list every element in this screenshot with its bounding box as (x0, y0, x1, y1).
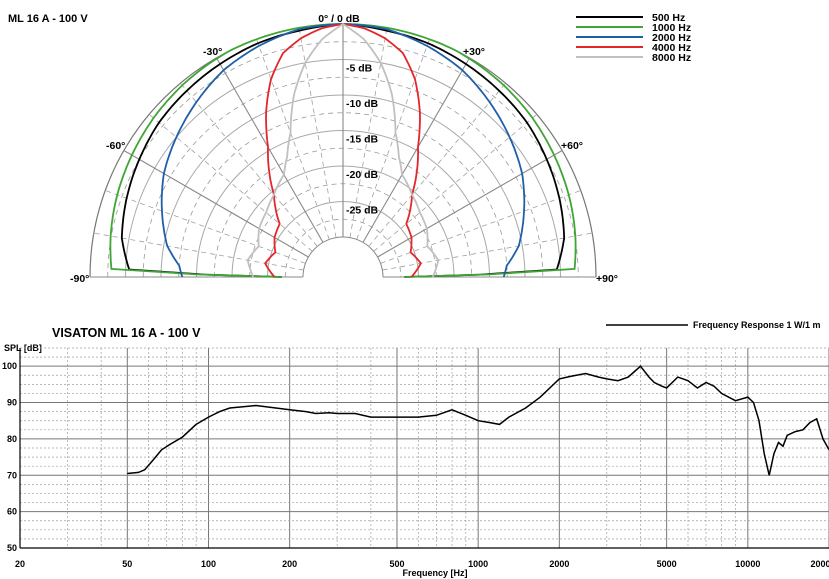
fr-x-tick-label: 100 (201, 559, 216, 569)
fr-x-tick-label: 500 (389, 559, 404, 569)
fr-grid (19, 347, 829, 549)
frequency-response-chart: VISATON ML 16 A - 100 V Frequency Respon… (2, 320, 829, 578)
angle-label-minus30: -30° (203, 46, 222, 58)
angle-label-plus90: +90° (596, 273, 618, 285)
fr-y-tick-label: 100 (2, 361, 17, 371)
angle-label-0: 0° / 0 dB (318, 13, 360, 25)
polar-chart: ML 16 A - 100 V 0° / 0 dB -30° +30° -60°… (8, 12, 691, 285)
fr-y-tick-label: 70 (7, 470, 17, 480)
polar-spoke (180, 82, 318, 247)
angle-label-minus60: -60° (106, 140, 125, 152)
fr-y-tick-label: 80 (7, 434, 17, 444)
fr-y-tick-label: 50 (7, 543, 17, 553)
legend-label-4000hz: 4000 Hz (652, 42, 691, 54)
polar-spoke (377, 150, 563, 258)
fr-x-tick-label: 10000 (735, 559, 760, 569)
radial-label-10db: -10 dB (346, 98, 379, 110)
legend-label-8000hz: 8000 Hz (652, 52, 691, 64)
angle-label-plus30: +30° (463, 46, 485, 58)
radial-label-15db: -15 dB (346, 134, 379, 146)
polar-spoke (216, 57, 324, 243)
angle-label-plus60: +60° (561, 140, 583, 152)
fr-x-tick-label: 200 (282, 559, 297, 569)
fr-x-tick-label: 2000 (549, 559, 569, 569)
radial-labels: -5 dB -10 dB -15 dB -20 dB -25 dB (346, 63, 379, 217)
fr-x-tick-label: 50 (122, 559, 132, 569)
polar-spoke (362, 57, 470, 243)
legend-label-500hz: 500 Hz (652, 12, 685, 24)
fr-y-tick-label: 90 (7, 398, 17, 408)
legend-label-2000hz: 2000 Hz (652, 32, 691, 44)
polar-series-group (109, 22, 577, 278)
fr-series-line (127, 365, 829, 476)
fr-x-tick-label: 1000 (468, 559, 488, 569)
fr-title: VISATON ML 16 A - 100 V (52, 326, 201, 340)
polar-grid (89, 23, 597, 278)
polar-ring (178, 112, 508, 278)
angle-label-minus90: -90° (70, 273, 89, 285)
fr-x-tick-label: 5000 (657, 559, 677, 569)
polar-spoke (123, 150, 309, 258)
fr-xlabel: Frequency [Hz] (402, 568, 467, 578)
radial-label-25db: -25 dB (346, 205, 379, 217)
polar-title: ML 16 A - 100 V (8, 13, 88, 25)
fr-x-tick-label: 20000 (810, 559, 829, 569)
fr-legend-label: Frequency Response 1 W/1 m (693, 320, 821, 330)
fr-x-tick-label: 20 (15, 559, 25, 569)
legend-label-1000hz: 1000 Hz (652, 22, 691, 34)
polar-series-8000hz (246, 22, 440, 278)
fr-y-tick-label: 60 (7, 507, 17, 517)
radial-label-5db: -5 dB (346, 63, 373, 75)
fr-tick-labels: 20 50 100 200 500 1000 2000 5000 10000 20000 50 60 7… (2, 361, 829, 569)
fr-ylabel: SPL [dB] (4, 343, 42, 353)
radial-label-20db: -20 dB (346, 169, 379, 181)
polar-legend: 500 Hz 1000 Hz 2000 Hz 4000 Hz 8000 Hz (576, 12, 691, 64)
